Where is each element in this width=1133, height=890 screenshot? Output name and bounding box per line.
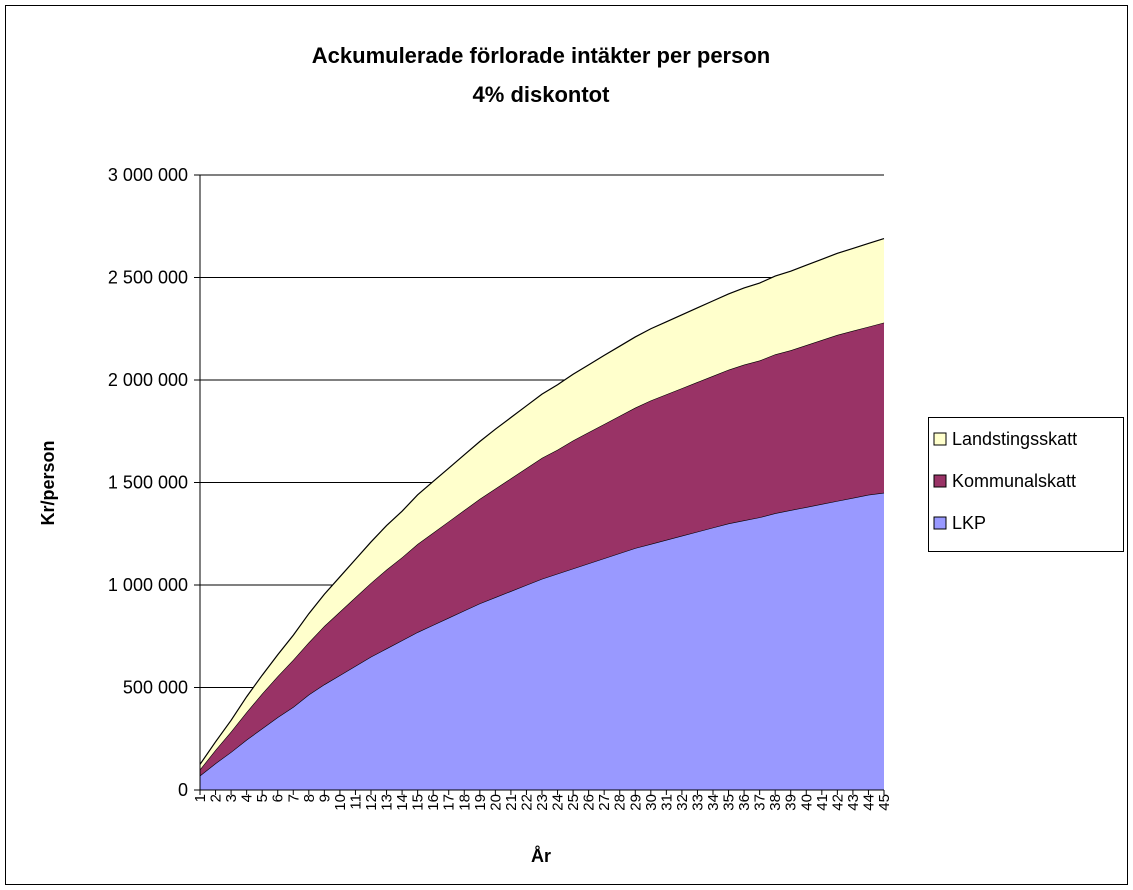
x-tick-label: 44 <box>860 794 877 811</box>
x-tick-label: 40 <box>798 794 815 811</box>
x-tick-label: 1 <box>192 794 209 802</box>
x-tick-label: 29 <box>627 794 644 811</box>
x-tick-label: 12 <box>363 794 380 811</box>
x-tick-label: 31 <box>658 794 675 811</box>
y-axis-title: Kr/person <box>38 440 58 525</box>
x-tick-label: 16 <box>425 794 442 811</box>
x-tick-label: 9 <box>316 794 333 802</box>
chart-title: Ackumulerade förlorade intäkter per pers… <box>312 43 770 68</box>
area-fill <box>200 238 884 770</box>
x-tick-label: 26 <box>581 794 598 811</box>
x-tick-label: 6 <box>270 794 287 802</box>
x-tick-label: 23 <box>534 794 551 811</box>
x-tick-label: 17 <box>441 794 458 811</box>
legend-label: LKP <box>952 513 986 533</box>
x-tick-label: 37 <box>752 794 769 811</box>
x-tick-label: 14 <box>394 794 411 811</box>
x-tick-label: 32 <box>674 794 691 811</box>
x-tick-label: 22 <box>518 794 535 811</box>
area-fill <box>200 492 884 790</box>
area-3 <box>199 237 885 765</box>
x-tick-label: 18 <box>456 794 473 811</box>
legend-swatch <box>933 432 947 446</box>
legend-swatch <box>933 516 947 530</box>
x-tick-label: 20 <box>487 794 504 811</box>
legend-box <box>928 417 1124 552</box>
x-tick-label: 38 <box>767 794 784 811</box>
x-tick-label: 24 <box>550 794 567 811</box>
legend-swatch <box>933 474 947 488</box>
x-tick-label: 42 <box>829 794 846 811</box>
area-fill <box>200 322 884 776</box>
x-tick-label: 34 <box>705 794 722 811</box>
x-tick-label: 4 <box>239 794 256 802</box>
x-axis-title: År <box>531 846 551 866</box>
y-tick-label: 1 000 000 <box>108 575 188 595</box>
x-tick-label: 11 <box>347 794 364 810</box>
x-tick-label: 2 <box>208 794 225 802</box>
x-tick-label: 25 <box>565 794 582 811</box>
y-tick-label: 1 500 000 <box>108 473 188 493</box>
x-tick-label: 39 <box>783 794 800 811</box>
x-tick-label: 30 <box>643 794 660 811</box>
x-tick-label: 13 <box>379 794 396 811</box>
legend-label: Kommunalskatt <box>952 471 1076 491</box>
chart-subtitle: 4% diskontot <box>473 82 611 107</box>
y-tick-label: 0 <box>178 780 188 800</box>
x-tick-label: 43 <box>845 794 862 811</box>
x-tick-label: 15 <box>410 794 427 811</box>
x-tick-label: 10 <box>332 794 349 811</box>
x-tick-label: 19 <box>472 794 489 811</box>
x-tick-label: 21 <box>503 794 520 811</box>
y-tick-label: 2 500 000 <box>108 268 188 288</box>
x-tick-label: 5 <box>254 794 271 802</box>
x-tick-label: 36 <box>736 794 753 811</box>
y-tick-label: 500 000 <box>123 678 188 698</box>
x-tick-label: 27 <box>596 794 613 811</box>
x-tick-label: 8 <box>301 794 318 802</box>
x-tick-label: 3 <box>223 794 240 802</box>
y-tick-label: 3 000 000 <box>108 165 188 185</box>
x-tick-label: 45 <box>876 794 893 811</box>
x-tick-label: 41 <box>814 794 831 811</box>
x-tick-label: 35 <box>721 794 738 811</box>
y-tick-label: 2 000 000 <box>108 370 188 390</box>
x-tick-label: 33 <box>689 794 706 811</box>
x-tick-label: 7 <box>285 794 302 802</box>
x-tick-label: 28 <box>612 794 629 811</box>
legend-label: Landstingsskatt <box>952 429 1077 449</box>
